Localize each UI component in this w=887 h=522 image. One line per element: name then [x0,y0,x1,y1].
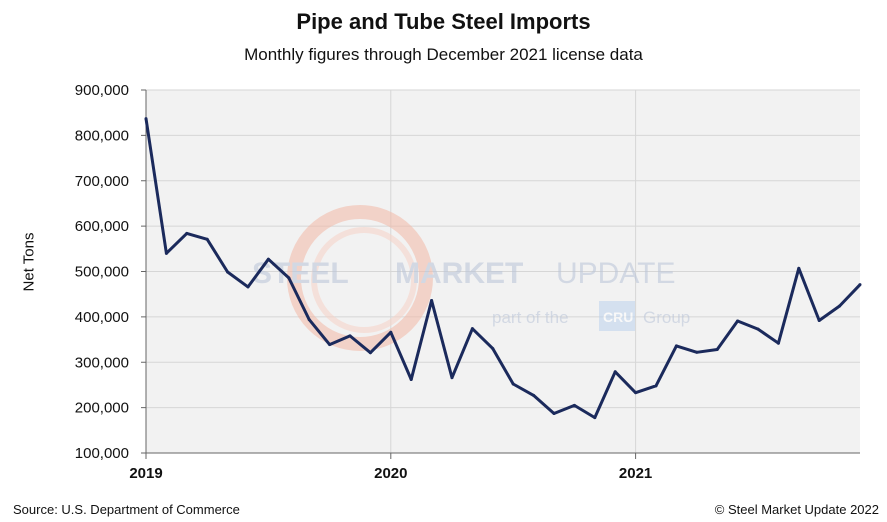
data-point [491,347,495,351]
x-tick-labels: 2019 2020 2021 [129,465,652,482]
data-point [593,416,597,420]
y-tick-label: 600,000 [75,218,129,235]
watermark-word-update: UPDATE [556,257,675,290]
y-tick-label: 500,000 [75,264,129,281]
data-point [287,276,291,280]
data-point [776,341,780,345]
axes [141,89,860,459]
data-point [368,351,372,355]
y-tick-label: 400,000 [75,309,129,326]
data-point [838,304,842,308]
chart-title: Pipe and Tube Steel Imports [296,9,591,34]
data-point [164,251,168,255]
data-point [572,403,576,407]
data-point [409,377,413,381]
x-tick-label: 2021 [619,465,652,482]
data-point [185,231,189,235]
watermark-word-steel: STEEL [252,257,349,290]
data-point [246,285,250,289]
watermark-tagline-post: Group [643,308,690,327]
data-point [736,319,740,323]
series-line [144,118,862,420]
y-tick-labels: 100,000 200,000 300,000 400,000 500,000 600,0… [75,82,129,462]
data-point [695,350,699,354]
data-point [858,283,862,287]
chart-subtitle: Monthly figures through December 2021 li… [244,45,643,64]
data-point [389,330,393,334]
data-point [552,412,556,416]
data-point [613,370,617,374]
data-point [797,266,801,270]
data-point [756,327,760,331]
data-point [328,343,332,347]
data-point [470,327,474,331]
watermark-cru-box [599,301,635,331]
watermark-swoosh-inner [311,227,417,333]
watermark-cru-logo: CRU [603,309,633,325]
y-tick-label: 800,000 [75,127,129,144]
data-point [654,384,658,388]
data-point [532,393,536,397]
y-tick-label: 700,000 [75,173,129,190]
y-tick-label: 900,000 [75,82,129,99]
watermark-word-market: MARKET [395,257,523,290]
y-tick-label: 100,000 [75,445,129,462]
data-point [817,319,821,323]
data-point [205,237,209,241]
y-tick-label: 200,000 [75,400,129,417]
data-point [715,348,719,352]
x-tick-label: 2020 [374,465,407,482]
data-point [634,391,638,395]
y-tick-label: 300,000 [75,354,129,371]
source-note: Source: U.S. Department of Commerce [13,502,240,517]
data-point [348,334,352,338]
x-tick-label: 2019 [129,465,162,482]
watermark-tagline-pre: part of the [492,308,569,327]
data-point [430,299,434,303]
data-points [144,117,862,420]
data-point [226,270,230,274]
data-point [674,344,678,348]
data-point [144,117,148,121]
data-point [450,376,454,380]
watermark-logo: STEEL MARKET UPDATE part of the CRU Grou… [252,205,690,351]
data-point [266,257,270,261]
copyright-note: © Steel Market Update 2022 [714,502,879,517]
data-point [511,382,515,386]
data-point [307,318,311,322]
